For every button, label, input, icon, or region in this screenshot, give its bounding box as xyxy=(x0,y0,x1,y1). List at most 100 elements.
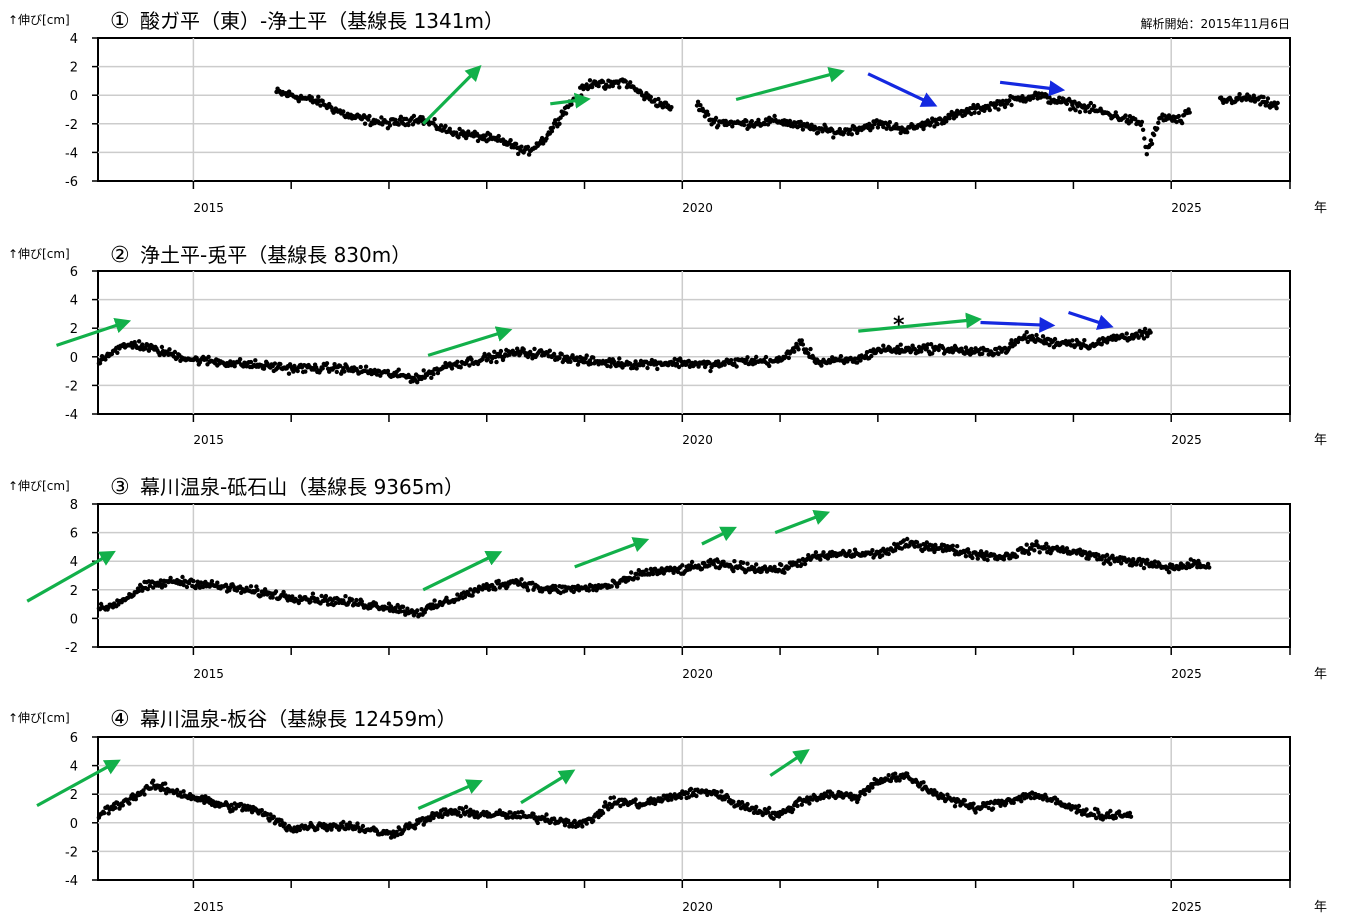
data-point xyxy=(1182,112,1187,118)
data-point xyxy=(1086,556,1091,561)
data-point xyxy=(886,773,891,778)
data-point xyxy=(892,775,897,780)
data-point xyxy=(742,122,747,128)
data-point xyxy=(549,129,555,134)
data-point xyxy=(432,598,437,603)
data-point xyxy=(898,342,903,347)
data-point xyxy=(609,584,614,589)
data-point xyxy=(586,588,592,593)
data-point xyxy=(198,580,204,585)
panel-3-title: 幕川温泉-砥石山（基線長 9365m） xyxy=(140,475,464,499)
data-point xyxy=(858,358,863,363)
data-point xyxy=(398,609,404,614)
data-point xyxy=(354,597,359,603)
data-point xyxy=(740,560,746,565)
data-point xyxy=(729,358,734,363)
data-point xyxy=(127,801,132,806)
data-point xyxy=(206,354,211,360)
panel-2-xtick: 2025 xyxy=(1171,433,1202,447)
data-point xyxy=(1261,94,1266,100)
data-point xyxy=(324,361,330,366)
data-point xyxy=(896,346,901,352)
data-point xyxy=(1001,557,1007,562)
data-point xyxy=(862,792,867,797)
data-point xyxy=(1036,91,1041,96)
data-point xyxy=(591,818,596,823)
data-point xyxy=(531,811,536,817)
data-point xyxy=(805,795,810,800)
data-point xyxy=(647,572,652,577)
panel-1-plot-frame xyxy=(97,37,1291,182)
data-point xyxy=(632,362,637,367)
panel-2-asterisk-annotation: * xyxy=(893,313,905,338)
data-point xyxy=(1024,330,1029,335)
data-point xyxy=(374,372,380,377)
data-point xyxy=(1155,126,1160,131)
data-point xyxy=(458,813,463,819)
data-point xyxy=(470,593,475,598)
data-point xyxy=(320,98,325,104)
data-point xyxy=(779,562,784,568)
data-point xyxy=(823,125,828,130)
data-point xyxy=(164,791,169,796)
panel-1-green-trend-arrow xyxy=(550,92,591,109)
panel-3-ytick: -2 xyxy=(65,641,78,656)
data-point xyxy=(1195,565,1200,570)
data-point xyxy=(526,152,532,157)
data-point xyxy=(641,363,646,368)
data-point xyxy=(1166,570,1172,575)
data-point xyxy=(941,543,947,548)
panel-1-points xyxy=(274,77,1280,157)
data-point xyxy=(551,351,557,357)
data-point xyxy=(1077,547,1083,552)
data-point xyxy=(679,795,684,800)
data-point xyxy=(983,553,988,558)
data-point xyxy=(795,563,800,569)
data-point xyxy=(745,355,750,360)
panel-4-grid xyxy=(98,737,1290,880)
panel-3-grid xyxy=(98,504,1290,647)
data-point xyxy=(815,130,821,135)
data-point xyxy=(181,789,186,794)
data-point xyxy=(629,570,634,575)
data-point xyxy=(819,363,824,368)
data-point xyxy=(756,117,761,123)
data-point xyxy=(297,827,303,833)
panel-2-green-trend-arrow xyxy=(427,326,513,357)
data-point xyxy=(498,348,504,354)
data-point xyxy=(443,123,448,129)
data-point xyxy=(1176,113,1182,119)
data-point xyxy=(1025,339,1031,345)
data-point xyxy=(982,556,987,562)
data-point xyxy=(1247,94,1252,99)
panel-3-green-trend-arrow xyxy=(574,537,650,569)
data-point xyxy=(1011,800,1016,805)
data-point xyxy=(591,355,596,360)
data-point xyxy=(1113,110,1119,115)
panel-3-ytick: 6 xyxy=(70,527,78,542)
data-point xyxy=(918,543,923,548)
data-point xyxy=(799,802,804,807)
data-point xyxy=(255,587,260,593)
data-point xyxy=(1045,550,1050,555)
data-point xyxy=(143,346,148,351)
panel-4-ytick: -4 xyxy=(65,874,78,889)
data-point xyxy=(924,540,929,545)
data-point xyxy=(644,567,649,573)
data-point xyxy=(1104,340,1110,345)
data-point xyxy=(924,345,929,351)
data-point xyxy=(1082,338,1087,343)
data-point xyxy=(568,359,573,364)
panel-3-ylabel: ↑伸び[cm] xyxy=(8,479,70,493)
data-point xyxy=(268,812,273,817)
panel-2-blue-trend-arrow xyxy=(1068,310,1114,330)
data-point xyxy=(587,78,593,83)
data-point xyxy=(818,557,823,562)
data-point xyxy=(606,807,611,812)
data-point xyxy=(296,600,301,606)
panel-4-green-trend-arrow xyxy=(520,769,576,805)
data-point xyxy=(1073,804,1078,809)
data-point xyxy=(1165,565,1171,571)
data-point xyxy=(650,571,656,577)
data-point xyxy=(575,362,581,367)
